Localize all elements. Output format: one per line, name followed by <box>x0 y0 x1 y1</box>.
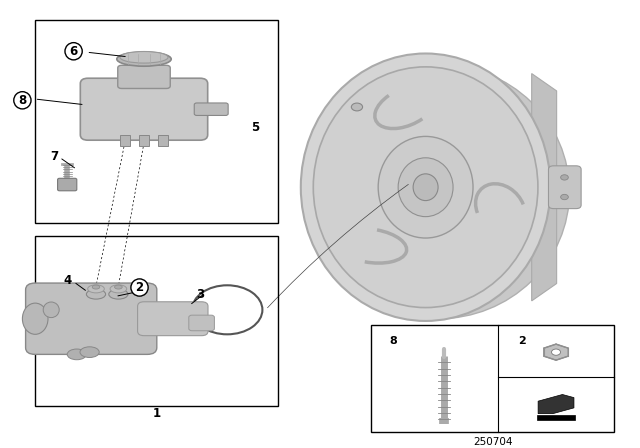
Ellipse shape <box>307 65 570 319</box>
Ellipse shape <box>561 194 568 200</box>
Polygon shape <box>538 395 574 414</box>
Ellipse shape <box>67 349 86 360</box>
Text: 4: 4 <box>63 274 71 287</box>
FancyBboxPatch shape <box>189 315 214 331</box>
Text: 7: 7 <box>51 151 58 164</box>
Ellipse shape <box>110 285 127 293</box>
Text: 2: 2 <box>518 336 526 346</box>
Ellipse shape <box>22 303 48 334</box>
Ellipse shape <box>115 285 122 289</box>
FancyBboxPatch shape <box>548 166 581 209</box>
Ellipse shape <box>109 289 128 299</box>
Text: 3: 3 <box>196 288 204 301</box>
Text: 5: 5 <box>251 121 259 134</box>
FancyBboxPatch shape <box>81 78 207 140</box>
Bar <box>158 135 168 146</box>
Bar <box>371 325 614 432</box>
Polygon shape <box>532 73 557 301</box>
Ellipse shape <box>378 136 473 238</box>
Ellipse shape <box>86 289 106 299</box>
FancyBboxPatch shape <box>58 178 77 191</box>
Ellipse shape <box>92 285 100 289</box>
Text: 6: 6 <box>70 45 77 58</box>
Ellipse shape <box>561 175 568 180</box>
Text: 8: 8 <box>389 336 397 346</box>
Ellipse shape <box>314 67 538 308</box>
Bar <box>120 135 130 146</box>
Circle shape <box>552 349 561 355</box>
Ellipse shape <box>120 52 168 63</box>
FancyBboxPatch shape <box>195 103 228 116</box>
Circle shape <box>351 103 363 111</box>
Ellipse shape <box>116 52 172 66</box>
Text: 250704: 250704 <box>473 437 513 447</box>
FancyBboxPatch shape <box>118 65 170 89</box>
Ellipse shape <box>301 53 550 321</box>
Ellipse shape <box>88 285 104 293</box>
Ellipse shape <box>413 174 438 201</box>
Ellipse shape <box>398 158 453 217</box>
Text: 8: 8 <box>19 94 26 107</box>
Text: 1: 1 <box>153 407 161 420</box>
FancyBboxPatch shape <box>26 283 157 354</box>
Polygon shape <box>544 344 568 360</box>
Text: 2: 2 <box>136 281 143 294</box>
Ellipse shape <box>80 347 99 358</box>
FancyBboxPatch shape <box>138 302 208 336</box>
Bar <box>35 236 278 405</box>
Ellipse shape <box>43 302 59 318</box>
Bar <box>537 414 575 420</box>
Bar <box>139 135 149 146</box>
Bar <box>35 20 278 223</box>
